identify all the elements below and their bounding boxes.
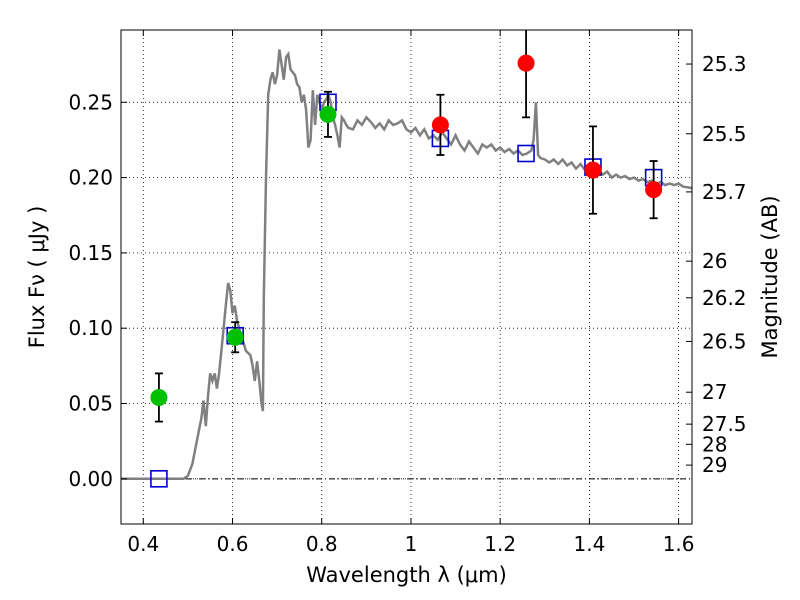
x-tick-label: 1.2 [484,532,516,556]
photometry-point [319,105,337,123]
x-axis: 0.4 0.6 0.8 1 1.2 1.4 1.6 [127,30,695,556]
photometry-point [645,181,663,199]
plot-area [121,49,693,481]
y-axis-left: 0.00 0.05 0.10 0.15 0.20 0.25 [68,90,127,491]
magnitude-tick-label: 26.5 [702,329,747,353]
x-tick-label: 0.8 [306,532,338,556]
magnitude-tick-label: 25.7 [702,180,747,204]
magnitude-tick-label: 25.3 [702,52,747,76]
plot-frame [120,29,693,525]
model-band-square [150,470,168,488]
photometry-point [517,54,535,72]
x-tick-label: 0.6 [217,532,249,556]
photometry-point [431,116,449,134]
photometry-point [584,161,602,179]
magnitude-tick-label: 27 [702,380,727,404]
y-tick-label: 0.10 [68,316,113,340]
y-axis-left-title: Flux Fν ( μJy ) [25,206,49,349]
data-markers [150,30,663,488]
y-tick-label: 0.00 [68,467,113,491]
magnitude-tick-label: 25.5 [702,122,747,146]
x-axis-title: Wavelength λ (μm) [306,563,507,587]
magnitude-tick-label: 28 [702,432,727,456]
magnitude-tick-label: 26 [702,249,727,273]
x-tick-label: 1.4 [573,532,605,556]
magnitude-tick-label: 29 [702,453,727,477]
grid [121,30,692,524]
x-tick-label: 1.6 [663,532,695,556]
y-tick-label: 0.05 [68,392,113,416]
x-tick-label: 0.4 [127,532,159,556]
magnitude-tick-label: 26.2 [702,286,747,310]
photometry-point [226,328,244,346]
model-spectrum-line [121,49,693,481]
y-tick-label: 0.25 [68,90,113,114]
y-axis-right-title: Magnitude (AB) [758,195,782,358]
y-tick-label: 0.15 [68,241,113,265]
photometry-point [150,388,168,406]
x-tick-label: 1 [405,532,418,556]
magnitude-tick-label: 27.5 [702,412,747,436]
y-tick-label: 0.20 [68,166,113,190]
model-band-square [517,144,535,163]
